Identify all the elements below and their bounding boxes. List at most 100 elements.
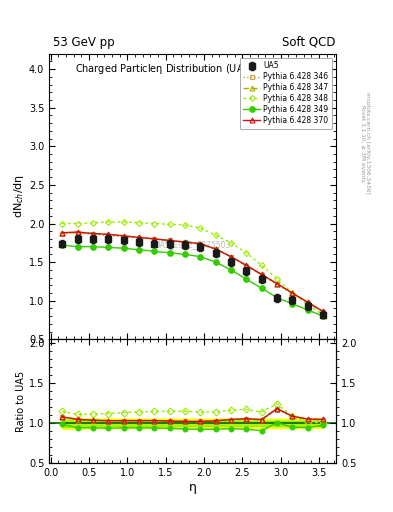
Pythia 6.428 347 xyxy=(152,236,156,242)
Pythia 6.428 370 xyxy=(106,231,110,238)
Pythia 6.428 347 xyxy=(136,234,141,241)
Text: Rivet 3.1.10, ≥ 3M events: Rivet 3.1.10, ≥ 3M events xyxy=(360,105,365,182)
Line: Pythia 6.428 349: Pythia 6.428 349 xyxy=(59,242,326,319)
Pythia 6.428 346 xyxy=(259,272,264,278)
Pythia 6.428 370 xyxy=(321,308,325,314)
Pythia 6.428 347 xyxy=(90,230,95,237)
Pythia 6.428 346 xyxy=(136,235,141,241)
Pythia 6.428 370 xyxy=(136,234,141,241)
Pythia 6.428 370 xyxy=(275,281,279,287)
Pythia 6.428 349 xyxy=(60,242,64,248)
Pythia 6.428 348 xyxy=(136,220,141,226)
Pythia 6.428 347 xyxy=(275,281,279,287)
Pythia 6.428 349 xyxy=(106,244,110,250)
Pythia 6.428 370 xyxy=(229,253,233,260)
Pythia 6.428 370 xyxy=(75,229,80,235)
Pythia 6.428 349 xyxy=(90,244,95,250)
Pythia 6.428 349 xyxy=(305,307,310,313)
Pythia 6.428 346 xyxy=(121,233,126,240)
Pythia 6.428 347 xyxy=(198,241,203,247)
Pythia 6.428 370 xyxy=(167,238,172,244)
Line: Pythia 6.428 370: Pythia 6.428 370 xyxy=(60,229,325,314)
Pythia 6.428 349 xyxy=(121,245,126,251)
Pythia 6.428 370 xyxy=(305,299,310,305)
Text: Soft QCD: Soft QCD xyxy=(282,36,335,49)
Pythia 6.428 349 xyxy=(136,247,141,253)
Pythia 6.428 348 xyxy=(198,225,203,231)
Pythia 6.428 346 xyxy=(305,300,310,306)
Pythia 6.428 370 xyxy=(90,230,95,237)
Line: Pythia 6.428 347: Pythia 6.428 347 xyxy=(60,230,325,314)
Pythia 6.428 347 xyxy=(182,239,187,245)
Text: Charged Particleη Distribution (UA5 NSD, all p$_T$): Charged Particleη Distribution (UA5 NSD,… xyxy=(75,62,310,76)
Pythia 6.428 346 xyxy=(75,230,80,236)
Pythia 6.428 370 xyxy=(259,271,264,278)
Pythia 6.428 346 xyxy=(321,309,325,315)
Pythia 6.428 347 xyxy=(244,263,249,269)
Pythia 6.428 347 xyxy=(106,231,110,238)
Pythia 6.428 346 xyxy=(167,238,172,244)
Pythia 6.428 348 xyxy=(275,276,279,282)
Pythia 6.428 348 xyxy=(321,311,325,317)
Pythia 6.428 347 xyxy=(213,246,218,252)
Pythia 6.428 370 xyxy=(60,230,64,236)
Pythia 6.428 348 xyxy=(167,221,172,227)
Pythia 6.428 348 xyxy=(152,221,156,227)
X-axis label: η: η xyxy=(189,481,196,494)
Pythia 6.428 349 xyxy=(244,276,249,282)
Pythia 6.428 370 xyxy=(121,233,126,239)
Pythia 6.428 349 xyxy=(259,285,264,291)
Pythia 6.428 348 xyxy=(290,290,295,296)
Pythia 6.428 347 xyxy=(321,308,325,314)
Pythia 6.428 370 xyxy=(152,236,156,242)
Pythia 6.428 346 xyxy=(60,230,64,237)
Pythia 6.428 370 xyxy=(198,241,203,247)
Pythia 6.428 348 xyxy=(106,219,110,225)
Y-axis label: Ratio to UA5: Ratio to UA5 xyxy=(16,371,26,432)
Pythia 6.428 348 xyxy=(259,262,264,268)
Text: mcplots.cern.ch [arXiv:1306.3436]: mcplots.cern.ch [arXiv:1306.3436] xyxy=(365,93,370,194)
Y-axis label: dN$_{ch}$/dη: dN$_{ch}$/dη xyxy=(12,175,26,219)
Pythia 6.428 348 xyxy=(244,250,249,256)
Line: Pythia 6.428 346: Pythia 6.428 346 xyxy=(60,230,325,315)
Pythia 6.428 346 xyxy=(244,263,249,269)
Legend: UA5, Pythia 6.428 346, Pythia 6.428 347, Pythia 6.428 348, Pythia 6.428 349, Pyt: UA5, Pythia 6.428 346, Pythia 6.428 347,… xyxy=(240,57,332,129)
Pythia 6.428 348 xyxy=(90,220,95,226)
Pythia 6.428 347 xyxy=(167,238,172,244)
Pythia 6.428 348 xyxy=(75,221,80,227)
Pythia 6.428 348 xyxy=(121,219,126,225)
Pythia 6.428 346 xyxy=(90,231,95,238)
Pythia 6.428 349 xyxy=(213,259,218,265)
Pythia 6.428 349 xyxy=(275,294,279,301)
Pythia 6.428 349 xyxy=(167,250,172,256)
Pythia 6.428 348 xyxy=(60,221,64,227)
Pythia 6.428 370 xyxy=(213,246,218,252)
Pythia 6.428 347 xyxy=(305,299,310,305)
Pythia 6.428 349 xyxy=(75,244,80,250)
Pythia 6.428 347 xyxy=(290,290,295,296)
Pythia 6.428 347 xyxy=(259,271,264,278)
Pythia 6.428 346 xyxy=(198,241,203,247)
Pythia 6.428 346 xyxy=(213,246,218,252)
Pythia 6.428 348 xyxy=(213,232,218,238)
Pythia 6.428 349 xyxy=(198,253,203,260)
Pythia 6.428 349 xyxy=(182,251,187,258)
Line: Pythia 6.428 348: Pythia 6.428 348 xyxy=(60,220,325,316)
Pythia 6.428 346 xyxy=(275,282,279,288)
Pythia 6.428 347 xyxy=(121,233,126,239)
Pythia 6.428 346 xyxy=(106,233,110,239)
Pythia 6.428 349 xyxy=(229,267,233,273)
Pythia 6.428 349 xyxy=(321,313,325,319)
Text: UA5_1982_S875503: UA5_1982_S875503 xyxy=(154,241,231,249)
Pythia 6.428 348 xyxy=(182,222,187,228)
Text: 53 GeV pp: 53 GeV pp xyxy=(53,36,115,49)
Pythia 6.428 347 xyxy=(229,253,233,260)
Pythia 6.428 349 xyxy=(152,248,156,254)
Pythia 6.428 348 xyxy=(229,240,233,246)
Pythia 6.428 346 xyxy=(152,236,156,242)
Pythia 6.428 370 xyxy=(182,239,187,245)
Pythia 6.428 348 xyxy=(305,302,310,308)
Pythia 6.428 346 xyxy=(229,253,233,260)
Pythia 6.428 370 xyxy=(244,262,249,268)
Pythia 6.428 349 xyxy=(290,301,295,307)
